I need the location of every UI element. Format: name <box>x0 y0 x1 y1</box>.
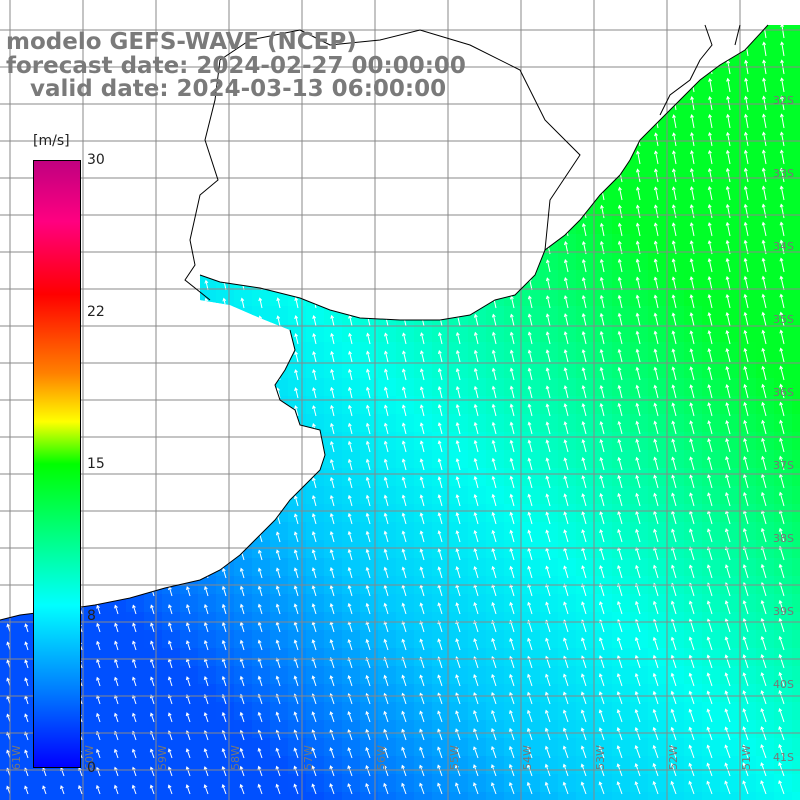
lat-label: 34S <box>773 240 794 253</box>
colorbar-unit-label: [m/s] <box>33 133 70 149</box>
colorbar-tick-15: 15 <box>87 456 105 472</box>
lon-label: 55W <box>448 745 461 770</box>
lon-label: 58W <box>229 745 242 770</box>
lat-label: 32S <box>773 94 794 107</box>
title-line-model: modelo GEFS-WAVE (NCEP) <box>6 29 357 55</box>
lon-label: 53W <box>594 745 607 770</box>
lat-label: 41S <box>773 751 794 764</box>
lat-label: 38S <box>773 532 794 545</box>
lat-label: 37S <box>773 459 794 472</box>
title-line-valid-date: valid date: 2024-03-13 06:00:00 <box>6 76 447 102</box>
longitude-labels: 61W60W59W58W57W56W55W54W53W52W51W50W <box>10 745 753 770</box>
title-line-forecast-date: forecast date: 2024-02-27 00:00:00 <box>6 53 466 79</box>
lon-label: 51W <box>740 745 753 770</box>
lat-label: 35S <box>773 313 794 326</box>
colorbar-tick-22: 22 <box>87 304 105 320</box>
colorbar <box>33 160 81 768</box>
lon-label: 56W <box>375 745 388 770</box>
lat-label: 33S <box>773 167 794 180</box>
lat-label: 40S <box>773 678 794 691</box>
colorbar-tick-8: 8 <box>87 608 96 624</box>
lon-label: 54W <box>521 745 534 770</box>
latitude-labels: 32S 33S 34S 35S 36S 37S 38S 39S 40S 41S <box>773 94 794 764</box>
colorbar-tick-30: 30 <box>87 152 105 168</box>
lon-label: 52W <box>667 745 680 770</box>
coastline <box>0 24 769 621</box>
lon-label: 59W <box>156 745 169 770</box>
lat-label: 36S <box>773 386 794 399</box>
lat-label: 39S <box>773 605 794 618</box>
lon-label: 61W <box>10 745 23 770</box>
colorbar-tick-0: 0 <box>87 760 96 776</box>
lon-label: 60W <box>83 745 96 770</box>
lon-label: 57W <box>302 745 315 770</box>
